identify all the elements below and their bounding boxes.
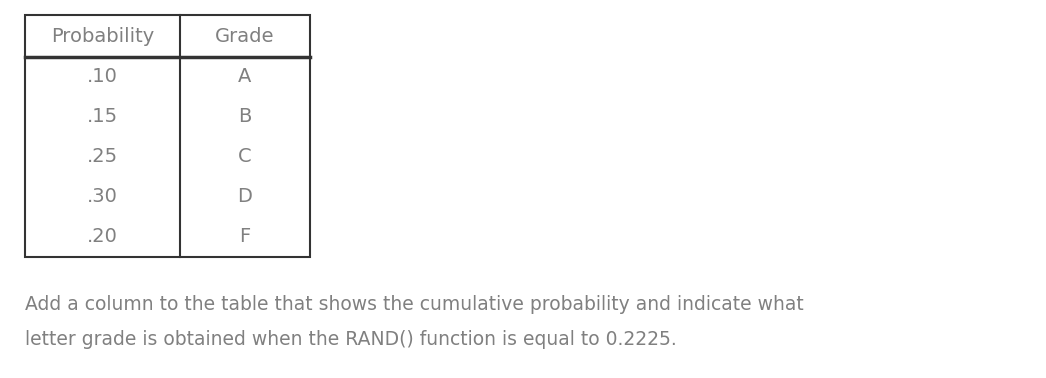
Text: Add a column to the table that shows the cumulative probability and indicate wha: Add a column to the table that shows the… <box>25 295 803 314</box>
Text: .30: .30 <box>87 187 118 206</box>
Text: Grade: Grade <box>215 26 275 45</box>
Text: .15: .15 <box>87 107 118 127</box>
Text: Probability: Probability <box>51 26 154 45</box>
Text: .25: .25 <box>87 147 118 166</box>
Text: letter grade is obtained when the RAND() function is equal to 0.2225.: letter grade is obtained when the RAND()… <box>25 330 677 349</box>
Text: C: C <box>238 147 252 166</box>
Text: F: F <box>240 228 251 246</box>
Text: A: A <box>238 68 252 87</box>
Text: D: D <box>237 187 252 206</box>
Text: .10: .10 <box>87 68 118 87</box>
Text: .20: .20 <box>87 228 118 246</box>
Text: B: B <box>238 107 252 127</box>
Bar <box>25 15 310 257</box>
